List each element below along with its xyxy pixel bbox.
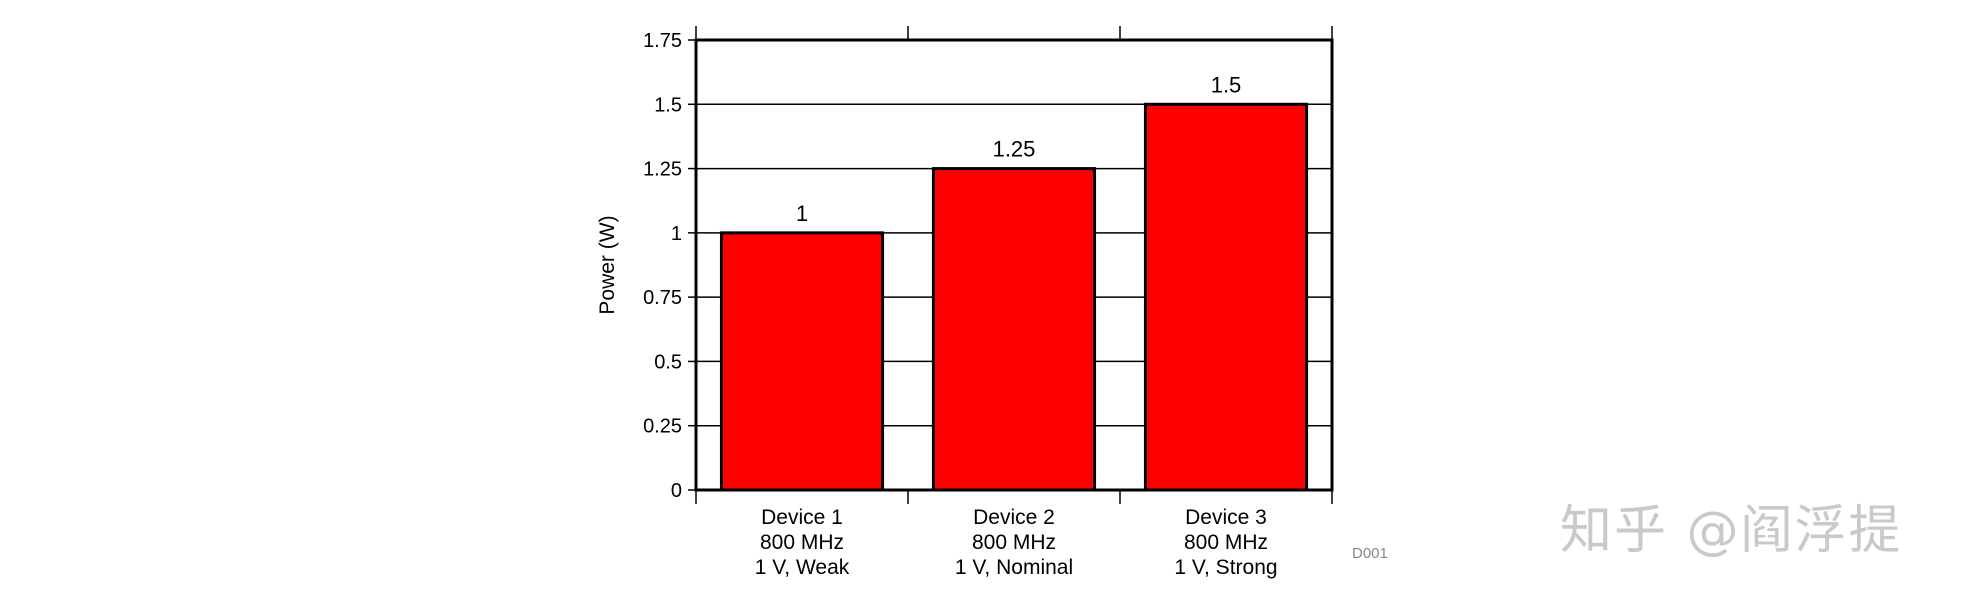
bars [719,102,1309,492]
y-tick-label: 0 [671,480,682,502]
x-category-label-line: 1 V, Weak [755,556,850,579]
x-category-label: Device 1 800 MHz 1 V, Weak [755,506,850,579]
y-tick-label: 0.75 [643,287,682,309]
y-tick-label: 1 [671,223,682,245]
data-label: 1.5 [1211,72,1242,97]
x-category-label-line: 800 MHz [972,531,1056,554]
watermark: 知乎 @阎浮提 [1560,501,1903,561]
x-axis-ticks [695,26,1333,504]
x-category-label: Device 2 800 MHz 1 V, Nominal [955,506,1073,579]
y-axis-title: Power (W) [596,215,619,314]
x-category-label-line: 1 V, Strong [1174,556,1277,579]
x-category-label-line: Device 1 [761,506,843,529]
figure-id: D001 [1352,545,1388,562]
y-tick-label: 1.75 [643,30,682,52]
y-tick-label: 0.5 [654,351,682,373]
plot-frame [694,38,1334,492]
data-label: 1.25 [993,137,1036,162]
y-tick-label: 0.25 [643,416,682,438]
y-axis-ticks: 0 0.25 0.5 0.75 1 1.25 1.5 1.75 [643,30,696,502]
data-labels: 1 1.25 1.5 [796,72,1241,226]
plot-border [694,38,1334,492]
x-category-label: Device 3 800 MHz 1 V, Strong [1174,506,1277,579]
x-category-label-line: 800 MHz [1184,531,1268,554]
x-category-label-line: Device 3 [1185,506,1267,529]
x-category-label-line: Device 2 [973,506,1055,529]
data-label: 1 [796,201,808,226]
y-tick-label: 1.25 [643,159,682,181]
x-category-label-line: 800 MHz [760,531,844,554]
bar [1143,102,1309,492]
bar [931,167,1097,492]
bar [719,231,885,492]
x-category-label-line: 1 V, Nominal [955,556,1073,579]
y-tick-label: 1.5 [654,94,682,116]
